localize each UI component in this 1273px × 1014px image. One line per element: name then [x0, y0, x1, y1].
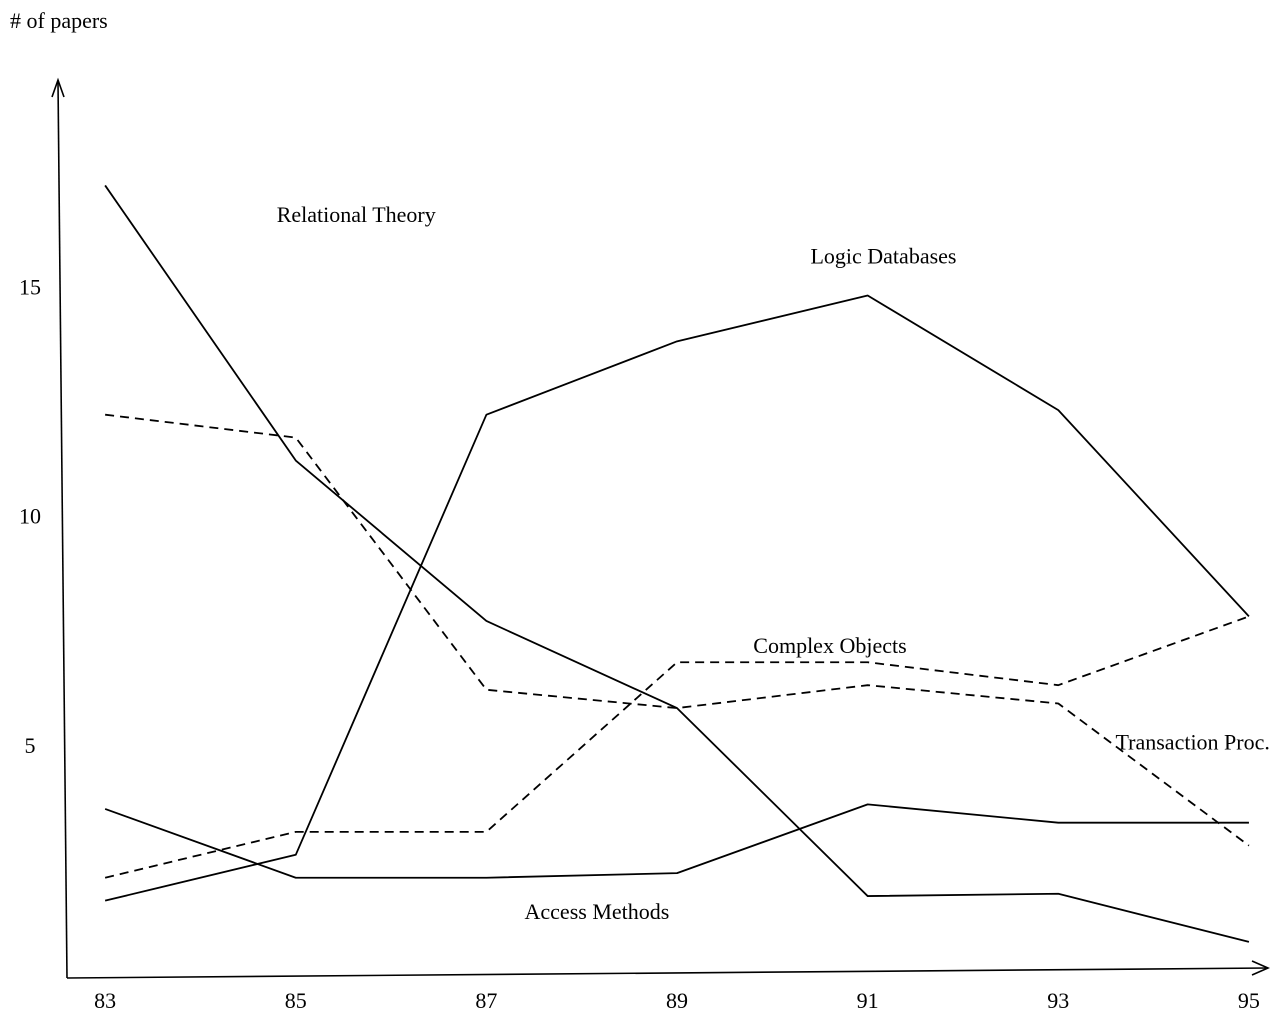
y-tick-label: 10: [19, 504, 41, 529]
series-line-access-methods: [104, 803, 1249, 879]
series-line-complex-objects: [104, 615, 1250, 879]
y-axis-arrowhead: [51, 77, 65, 98]
series-labels: Relational Theory Logic Databases Complex …: [277, 202, 1270, 924]
series-line-logic-databases: [104, 294, 1250, 902]
axes: [51, 77, 1270, 979]
x-axis-arrowhead: [1251, 960, 1270, 976]
x-tick-label: 85: [285, 988, 307, 1013]
ticks: 83 85 87 89 91 93 95 5 10 15: [19, 274, 1260, 1013]
series-line-transaction-proc: [105, 413, 1250, 847]
x-tick-label: 87: [475, 988, 497, 1013]
y-axis-label: # of papers: [10, 8, 108, 33]
x-tick-label: 91: [857, 988, 879, 1013]
x-axis: [66, 967, 1269, 979]
y-axis: [57, 81, 68, 979]
y-tick-label: 5: [25, 733, 36, 758]
series-label-transaction-proc: Transaction Proc.: [1115, 729, 1269, 754]
series-line-relational-theory: [104, 184, 1250, 943]
y-tick-label: 15: [19, 274, 41, 299]
series-label-logic-databases: Logic Databases: [810, 243, 956, 268]
x-tick-label: 89: [666, 988, 688, 1013]
series-label-access-methods: Access Methods: [525, 899, 670, 924]
series-label-relational-theory: Relational Theory: [277, 202, 436, 227]
x-tick-label: 95: [1238, 988, 1260, 1013]
x-tick-label: 83: [94, 988, 116, 1013]
series-lines: [104, 184, 1250, 943]
series-label-complex-objects: Complex Objects: [753, 633, 906, 658]
x-tick-label: 93: [1047, 988, 1069, 1013]
